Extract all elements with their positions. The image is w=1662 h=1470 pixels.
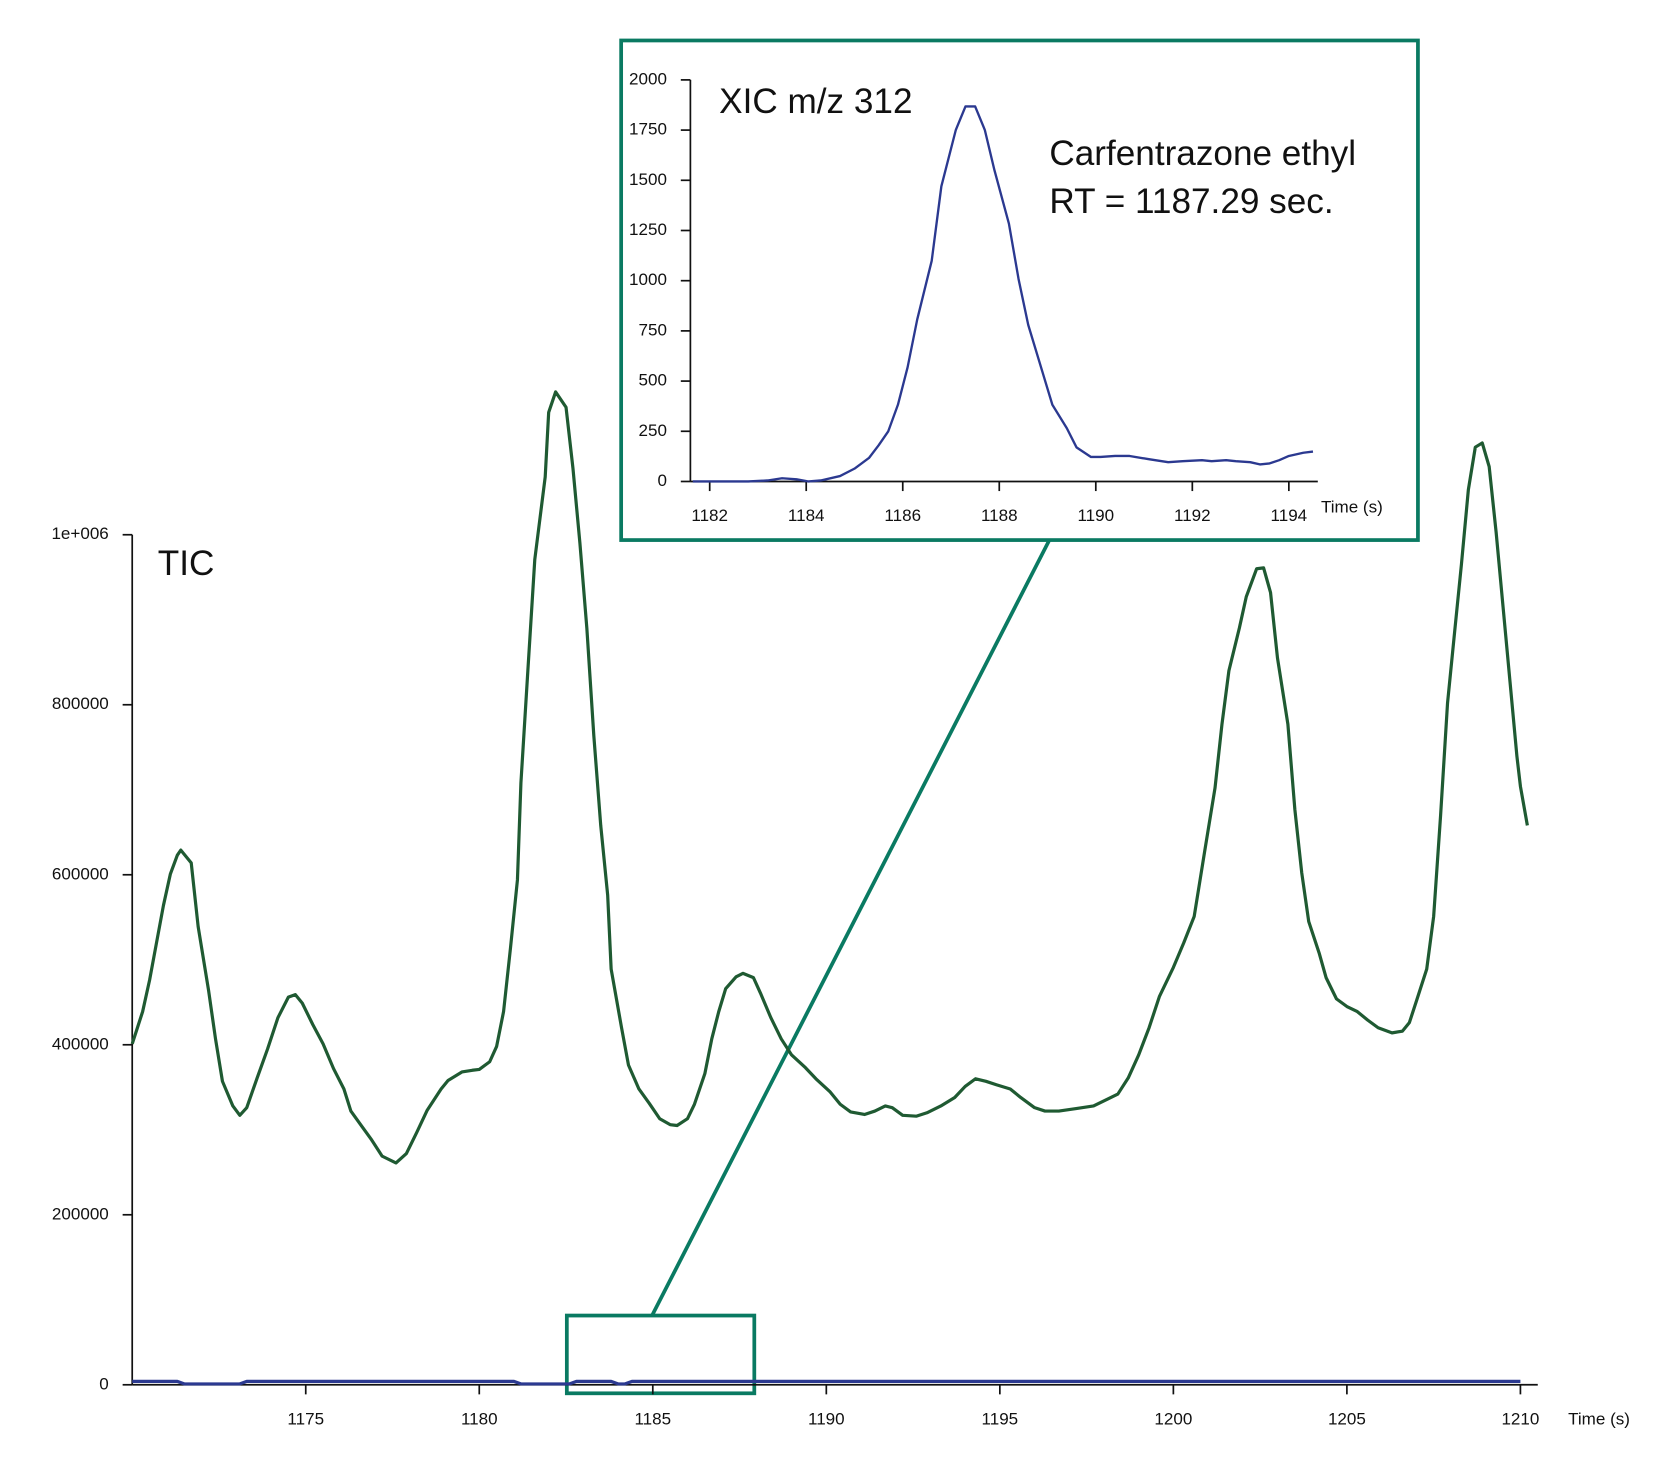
x-tick-label: 1180 [461,1409,498,1428]
y-tick-label: 500 [639,371,667,390]
x-tick-label: 1192 [1174,506,1211,525]
x-tick-label: 1185 [634,1409,671,1428]
y-tick-label: 400000 [52,1034,109,1053]
series-line [692,105,1314,483]
x-tick-label: 1190 [1077,506,1114,525]
y-tick-label: 750 [639,320,667,339]
y-tick-label: 1250 [629,220,667,239]
zoom-connector [650,539,1052,1317]
annotation: RT = 1187.29 sec. [1049,182,1333,221]
x-tick-label: 1210 [1501,1409,1539,1428]
series-line [132,1379,1521,1386]
series-line [130,390,1529,1165]
x-tick-label: 1194 [1271,506,1308,525]
x-axis-label: Time (s) [1321,498,1383,517]
y-tick-label: 600000 [52,864,109,883]
x-tick-label: 1175 [287,1409,324,1428]
y-tick-label: 1500 [629,170,667,189]
chart-title: XIC m/z 312 [719,82,912,121]
x-tick-label: 1184 [788,506,825,525]
annotation: Carfentrazone ethyl [1049,134,1356,173]
y-tick-label: 1000 [629,270,667,289]
x-tick-label: 1195 [982,1409,1019,1428]
y-tick-label: 0 [99,1374,108,1393]
x-tick-label: 1188 [981,506,1018,525]
x-tick-label: 1205 [1328,1409,1366,1428]
zoom-box [564,1313,757,1396]
y-tick-label: 800000 [52,694,109,713]
chart-title: TIC [158,544,215,583]
x-tick-label: 1182 [691,506,728,525]
y-tick-label: 200000 [52,1204,109,1223]
y-tick-label: 0 [657,471,666,490]
y-tick-label: 1e+006 [51,524,108,543]
x-tick-label: 1200 [1154,1409,1192,1428]
y-tick-label: 250 [639,421,667,440]
y-tick-label: 1750 [629,120,667,139]
x-axis-label: Time (s) [1568,1409,1630,1428]
x-tick-label: 1186 [884,506,921,525]
x-tick-label: 1190 [808,1409,845,1428]
y-tick-label: 2000 [629,69,667,88]
